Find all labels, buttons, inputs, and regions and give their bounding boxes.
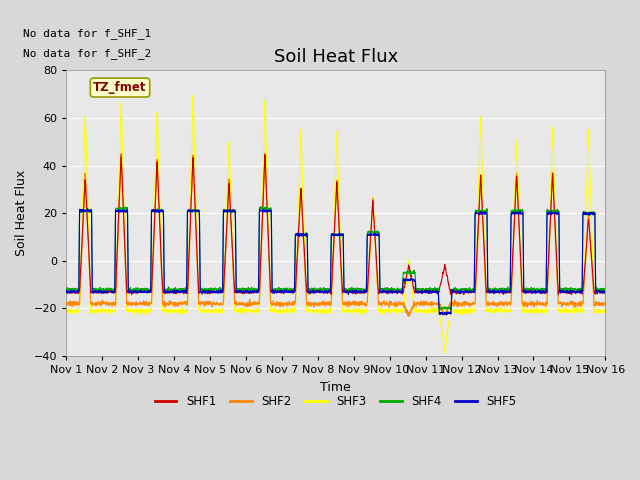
Title: Soil Heat Flux: Soil Heat Flux (274, 48, 398, 66)
Text: No data for f_SHF_1: No data for f_SHF_1 (23, 28, 151, 38)
Legend: SHF1, SHF2, SHF3, SHF4, SHF5: SHF1, SHF2, SHF3, SHF4, SHF5 (150, 390, 521, 413)
Text: TZ_fmet: TZ_fmet (93, 81, 147, 94)
Y-axis label: Soil Heat Flux: Soil Heat Flux (15, 170, 28, 256)
Text: No data for f_SHF_2: No data for f_SHF_2 (23, 48, 151, 59)
X-axis label: Time: Time (321, 381, 351, 394)
